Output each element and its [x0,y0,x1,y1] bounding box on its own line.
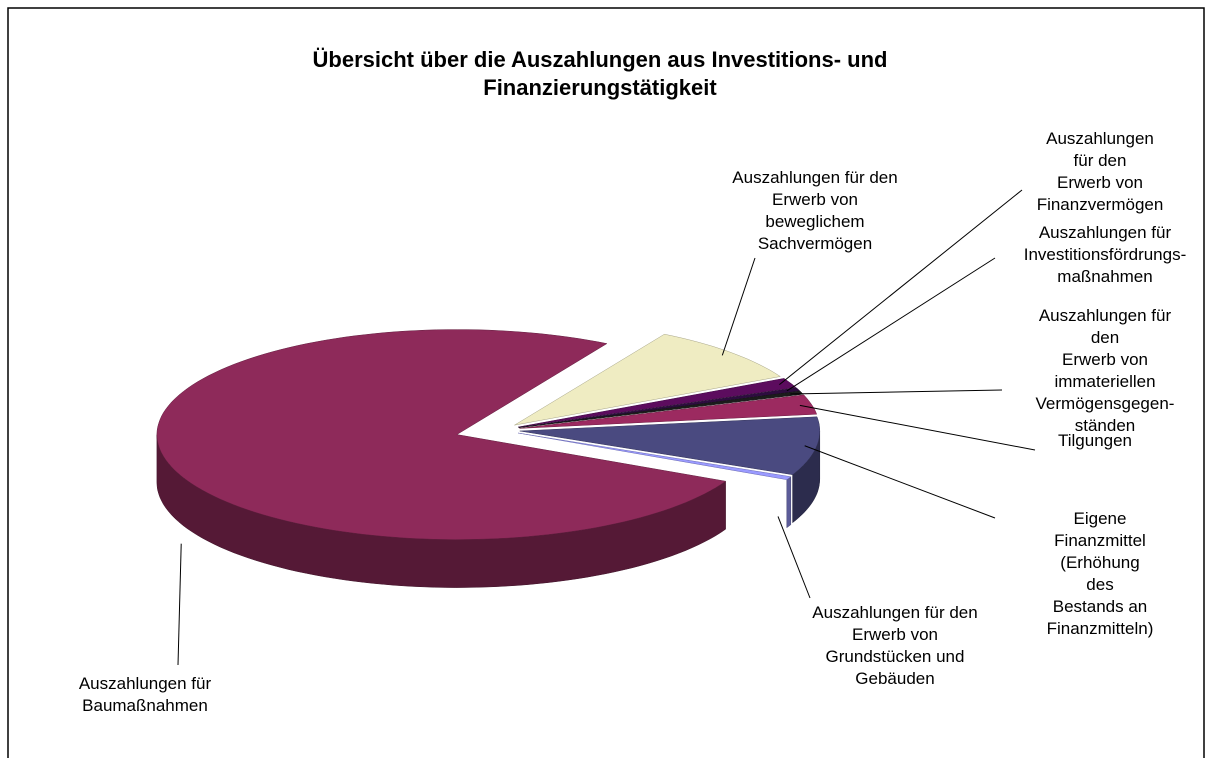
chart-border [7,7,1205,758]
slice-label: Auszahlungen für Investitionsfördrungs- … [1023,223,1187,286]
slice-label: Auszahlungen für den Erwerb von immateri… [1035,306,1175,435]
slice [518,390,804,428]
leader-line [786,257,996,392]
slice-label: Auszahlungen für den Erwerb von Grundstü… [812,603,978,688]
slice [156,329,727,540]
leader-line [799,404,1036,451]
slice [518,378,797,428]
leader-line [790,389,1003,395]
slice-label: Auszahlungen für den Erwerb von beweglic… [732,168,898,253]
leader-line [777,516,811,599]
slice-label: Tilgungen [1057,431,1133,450]
leader-line [721,257,756,356]
chart-title: Übersicht über die Auszahlungen aus Inve… [312,47,888,100]
leader-line [177,543,182,666]
slice-side [786,476,792,529]
slice-label: Auszahlungen für den Erwerb von Finanzve… [1036,129,1164,214]
slice [518,432,792,480]
slice [514,333,781,426]
slice-label: Eigene Finanzmittel (Erhöhung des Bestan… [1046,509,1154,638]
slice [519,416,821,475]
slice [519,394,818,429]
leader-line [779,189,1023,386]
leader-line [804,445,996,519]
slice-label: Auszahlungen für Baumaßnahmen [78,674,212,715]
top-faces [156,329,821,540]
